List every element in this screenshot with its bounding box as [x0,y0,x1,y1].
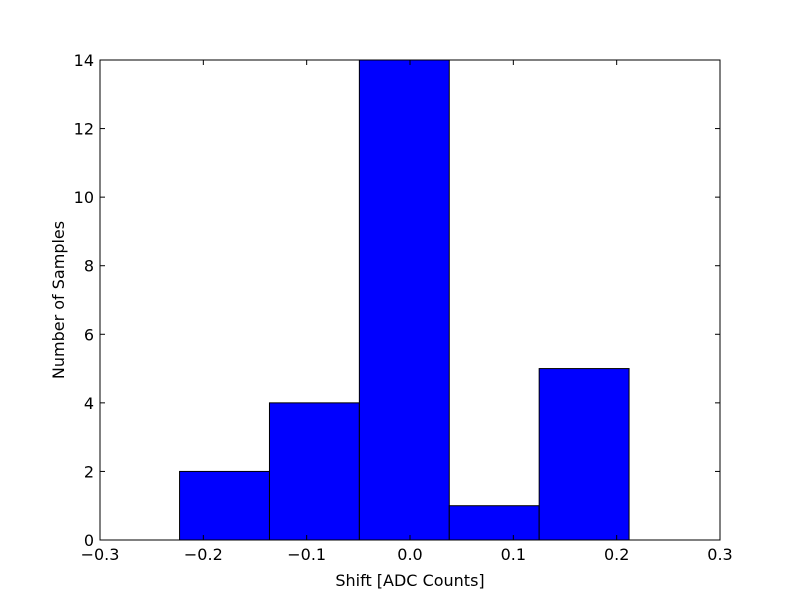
histogram-bar [179,470,270,541]
y-tick-label: 4 [84,394,94,413]
x-tick-label: 0.2 [604,545,629,564]
x-tick-label: 0.0 [397,545,422,564]
x-tick-label: 0.3 [707,545,732,564]
y-tick-label: 0 [84,531,94,550]
bars-layer [179,59,630,541]
y-tick-label: 14 [74,51,94,70]
histogram-bar [358,59,450,541]
histogram-bar [268,402,360,541]
y-tick-label: 2 [84,462,94,481]
histogram-bar [538,368,630,541]
x-axis-label: Shift [ADC Counts] [335,571,484,590]
y-tick-label: 6 [84,325,94,344]
x-tick-label: −0.1 [287,545,326,564]
y-axis-label: Number of Samples [49,221,68,379]
y-tick-label: 8 [84,257,94,276]
x-tick-label: −0.2 [184,545,223,564]
y-tick-label: 12 [74,120,94,139]
histogram-bar [448,505,540,541]
tick-labels-layer: −0.3 −0.2 −0.1 0.0 0.1 0.2 0.3 0 2 4 6 8 10 12 14 [74,51,733,564]
ticks-layer [99,59,721,541]
x-tick-label: 0.1 [501,545,526,564]
x-tick-label: −0.3 [81,545,120,564]
y-tick-label: 10 [74,188,94,207]
